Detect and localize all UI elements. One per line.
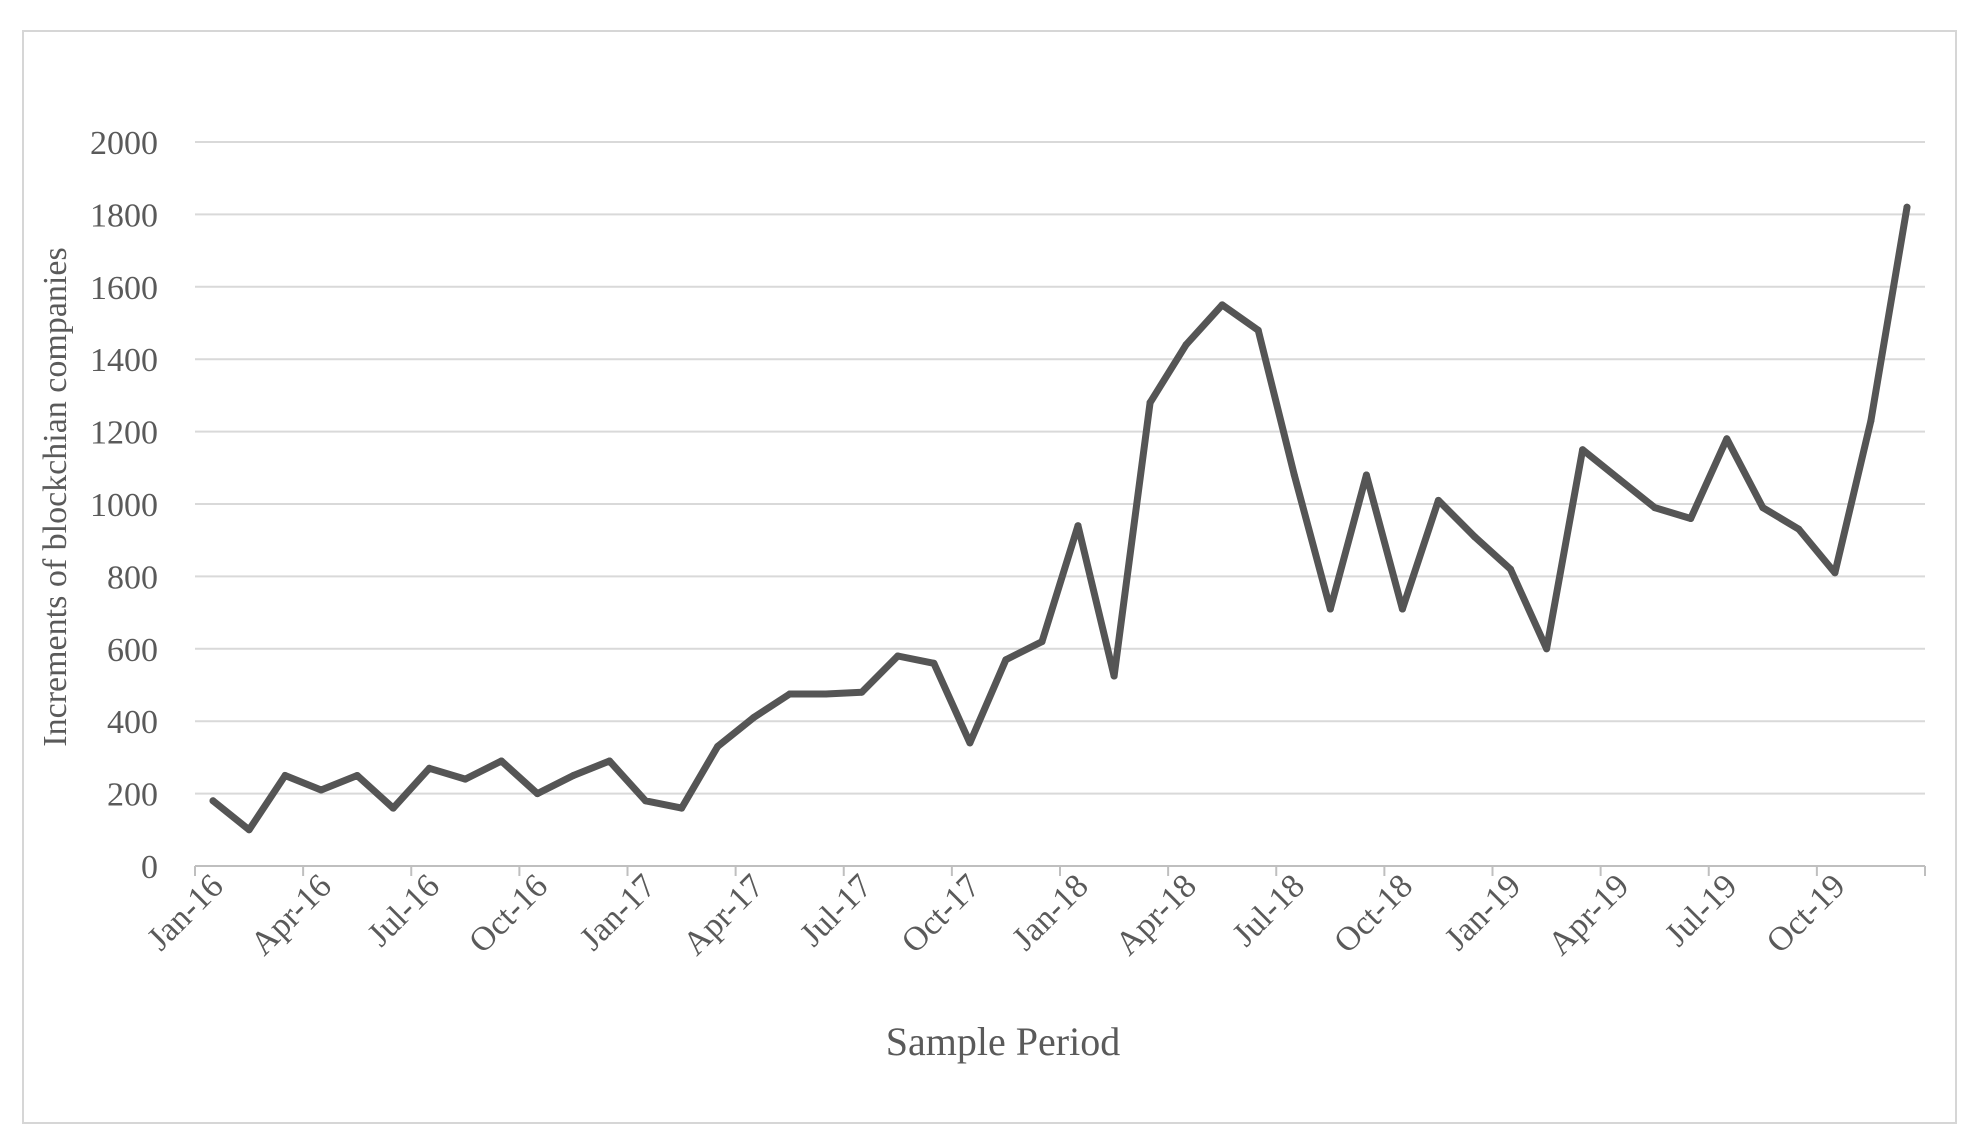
- data-point: [1146, 399, 1154, 407]
- data-point: [1290, 471, 1298, 479]
- data-point: [678, 804, 686, 812]
- y-axis-tick-labels: 0 200 400 600 800 1000 1200 1400 1600 1800 2000: [90, 125, 158, 886]
- y-tick-label: 1400: [90, 342, 158, 379]
- x-tick-label: Jan-19: [1438, 867, 1528, 957]
- data-point: [642, 797, 649, 805]
- data-point: [1543, 645, 1551, 653]
- data-point: [389, 804, 397, 812]
- data-point: [1218, 301, 1226, 309]
- x-tick-label: Oct-17: [895, 867, 988, 960]
- data-point: [858, 688, 866, 696]
- y-tick-label: 1800: [90, 197, 158, 234]
- series-line: [209, 203, 1911, 834]
- y-tick-label: 1200: [90, 415, 158, 452]
- x-axis-tick-labels: Jan-16 Apr-16 Jul-16 Oct-16 Jan-17 Apr-17 Jul-…: [140, 867, 1852, 962]
- data-point: [1362, 471, 1370, 479]
- data-point: [1903, 203, 1911, 211]
- x-tick-label: Jul-16: [361, 867, 447, 953]
- data-point: [1615, 475, 1623, 483]
- data-point: [461, 775, 469, 783]
- data-point: [1723, 435, 1731, 443]
- y-tick-label: 600: [107, 632, 158, 669]
- data-point: [606, 757, 613, 765]
- data-point: [353, 772, 361, 779]
- x-tick-label: Jan-18: [1005, 867, 1095, 957]
- data-point: [1579, 446, 1587, 454]
- gridlines: [195, 141, 1925, 795]
- x-tick-label: Apr-16: [244, 867, 339, 962]
- x-tick-label: Jan-17: [573, 867, 663, 957]
- data-point: [1867, 417, 1875, 425]
- data-point: [1687, 515, 1695, 522]
- x-axis: [194, 865, 1926, 876]
- data-point: [1831, 569, 1839, 577]
- data-point: [786, 690, 794, 698]
- data-point: [894, 652, 902, 660]
- x-tick-label: Oct-18: [1327, 867, 1420, 960]
- data-point: [1038, 638, 1046, 646]
- x-axis-title: Sample Period: [886, 1019, 1120, 1064]
- x-tick-label: Apr-18: [1109, 867, 1204, 962]
- data-point: [1182, 341, 1190, 349]
- data-point: [569, 772, 577, 779]
- data-point: [281, 772, 289, 779]
- data-point: [533, 790, 541, 798]
- data-point: [1254, 326, 1262, 334]
- series-group: [209, 203, 1911, 834]
- data-point: [1002, 656, 1010, 664]
- data-point: [1651, 504, 1659, 512]
- data-point: [966, 739, 974, 747]
- data-point: [1759, 504, 1767, 512]
- x-tick-label: Oct-16: [462, 867, 555, 960]
- y-tick-label: 2000: [90, 125, 158, 162]
- data-point: [1398, 605, 1406, 613]
- x-tick-label: Jul-17: [793, 867, 879, 953]
- y-tick-label: 1600: [90, 270, 158, 307]
- x-tick-label: Jul-19: [1658, 867, 1744, 953]
- data-point: [1074, 522, 1082, 530]
- data-point: [822, 690, 830, 698]
- data-point: [1795, 525, 1803, 533]
- data-point: [1434, 496, 1442, 504]
- y-tick-label: 0: [141, 849, 158, 886]
- data-point: [317, 786, 325, 794]
- data-point: [1471, 533, 1478, 541]
- data-point: [714, 743, 722, 750]
- x-tick-label: Oct-19: [1760, 867, 1853, 960]
- y-axis-title: Increments of blockchian companies: [37, 247, 74, 746]
- x-tick-label: Jul-18: [1226, 867, 1312, 953]
- y-tick-label: 200: [107, 777, 158, 814]
- y-tick-label: 400: [107, 704, 158, 741]
- data-point: [750, 714, 758, 722]
- y-tick-label: 1000: [90, 487, 158, 524]
- data-point: [1507, 565, 1514, 573]
- data-point: [1110, 672, 1118, 680]
- data-point: [245, 826, 253, 834]
- x-tick-label: Apr-19: [1541, 867, 1636, 962]
- y-tick-label: 800: [107, 559, 158, 596]
- data-point: [497, 757, 505, 765]
- x-tick-label: Apr-17: [676, 867, 771, 962]
- data-point: [930, 659, 938, 667]
- data-point: [1326, 605, 1334, 613]
- data-point: [425, 764, 433, 772]
- data-point: [209, 797, 217, 805]
